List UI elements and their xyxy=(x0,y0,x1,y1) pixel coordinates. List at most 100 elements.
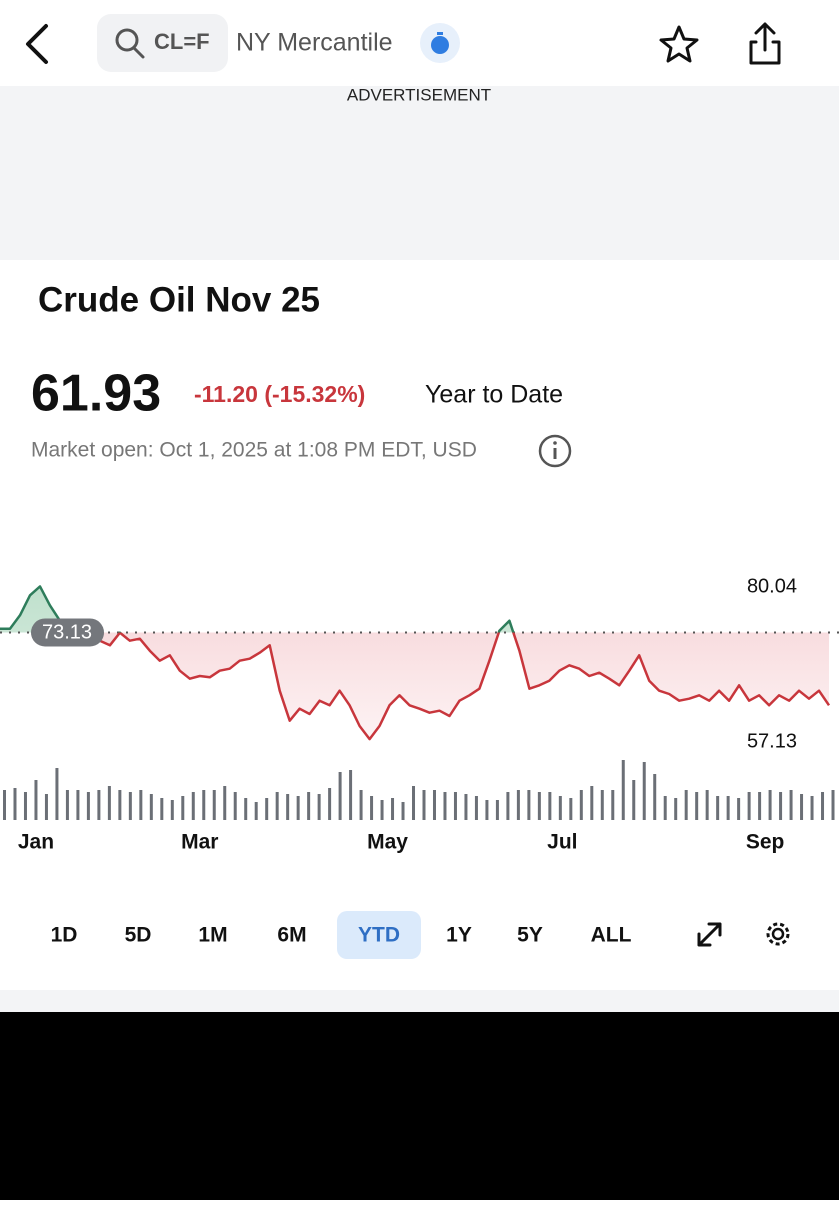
market-icon xyxy=(437,32,443,35)
volume-bar xyxy=(307,792,311,820)
volume-bar xyxy=(65,790,69,820)
separator xyxy=(0,990,839,1012)
volume-bar xyxy=(223,786,227,820)
volume-bar xyxy=(202,790,206,820)
range-selected-bg xyxy=(337,911,421,959)
volume-bar xyxy=(663,796,667,820)
volume-bar xyxy=(779,792,783,820)
volume-bar xyxy=(579,790,583,820)
volume-bar xyxy=(244,798,248,820)
volume-bar xyxy=(716,796,720,820)
settings-button[interactable] xyxy=(771,927,785,941)
volume-bar xyxy=(747,792,751,820)
volume-bar xyxy=(191,792,195,820)
x-tick-label: May xyxy=(367,831,408,854)
volume-bar xyxy=(338,772,342,820)
volume-bar xyxy=(737,798,741,820)
range-button[interactable]: ALL xyxy=(591,924,632,947)
market-icon xyxy=(431,36,449,54)
ad-label: ADVERTISEMENT xyxy=(347,85,491,104)
volume-bar xyxy=(653,774,657,820)
volume-bar xyxy=(349,770,353,820)
search-symbol: CL=F xyxy=(154,29,210,54)
volume-bar xyxy=(684,790,688,820)
volume-bar xyxy=(464,794,468,820)
price: 61.93 xyxy=(31,365,161,423)
volume-bar xyxy=(705,790,709,820)
volume-bar xyxy=(212,790,216,820)
volume-bar xyxy=(181,796,185,820)
volume-bar xyxy=(23,792,27,820)
volume-bar xyxy=(485,800,489,820)
volume-bar xyxy=(139,790,143,820)
instrument-title: Crude Oil Nov 25 xyxy=(38,280,320,319)
volume-bar xyxy=(55,768,59,820)
x-tick-label: Jan xyxy=(18,831,54,854)
search-icon xyxy=(115,28,139,52)
volume-bar xyxy=(506,792,510,820)
exchange: NY Mercantile xyxy=(236,29,393,57)
watchlist-star[interactable] xyxy=(659,25,699,63)
search-box[interactable] xyxy=(97,14,228,72)
volume-bar xyxy=(149,794,153,820)
volume-bar xyxy=(537,792,541,820)
volume-bar xyxy=(422,790,426,820)
range-button[interactable]: 1D xyxy=(51,924,78,947)
max-label: 80.04 xyxy=(747,576,797,598)
volume-bar xyxy=(611,790,615,820)
range-button[interactable]: 1Y xyxy=(446,924,472,947)
volume-bar xyxy=(621,760,625,820)
volume-bar xyxy=(401,802,405,820)
volume-bar xyxy=(160,798,164,820)
baseline-label-bg xyxy=(31,618,104,647)
volume-bar xyxy=(275,792,279,820)
volume-bar xyxy=(317,794,321,820)
range-selector: 1D 5D 1M 6M YTD 1Y 5Y ALL xyxy=(51,911,632,959)
range-button[interactable]: 5D xyxy=(125,924,152,947)
volume-bar xyxy=(34,780,38,820)
x-tick-label: Jul xyxy=(547,831,577,854)
min-label: 57.13 xyxy=(747,730,797,752)
info-icon[interactable] xyxy=(538,434,572,468)
volume-bar xyxy=(758,792,762,820)
x-tick-label: Mar xyxy=(181,831,218,854)
range-button[interactable]: YTD xyxy=(358,924,400,947)
volume-bar xyxy=(359,790,363,820)
volume-bar xyxy=(674,798,678,820)
volume-bar xyxy=(412,786,416,820)
volume-bar xyxy=(569,798,573,820)
volume-bar xyxy=(432,790,436,820)
volume-bar xyxy=(86,792,90,820)
volume-bar xyxy=(800,794,804,820)
volume-bar xyxy=(97,790,101,820)
volume-bar xyxy=(265,798,269,820)
x-tick-label: Sep xyxy=(746,831,785,854)
volume-bar xyxy=(632,780,636,820)
volume-bar xyxy=(695,792,699,820)
ad-area xyxy=(0,86,839,260)
volume-bar xyxy=(391,798,395,820)
share-button[interactable] xyxy=(749,22,781,65)
range-button[interactable]: 5Y xyxy=(517,924,543,947)
volume-bar xyxy=(107,786,111,820)
volume-bar xyxy=(474,796,478,820)
volume-bar xyxy=(76,790,80,820)
volume-bar xyxy=(380,800,384,820)
expand-button[interactable] xyxy=(697,922,722,947)
volume-bar xyxy=(233,792,237,820)
volume-bar xyxy=(642,762,646,820)
volume-bar xyxy=(443,792,447,820)
back-button[interactable] xyxy=(26,24,48,64)
volume-bar xyxy=(768,790,772,820)
price-change: -11.20 (-15.32%) xyxy=(194,381,365,407)
volume-bar xyxy=(370,796,374,820)
range-button[interactable]: 6M xyxy=(277,924,306,947)
volume-bar xyxy=(516,790,520,820)
range-button[interactable]: 1M xyxy=(198,924,227,947)
volume-bar xyxy=(558,796,562,820)
area-below xyxy=(0,632,830,740)
volume-bar xyxy=(527,790,531,820)
search-icon xyxy=(132,46,145,59)
